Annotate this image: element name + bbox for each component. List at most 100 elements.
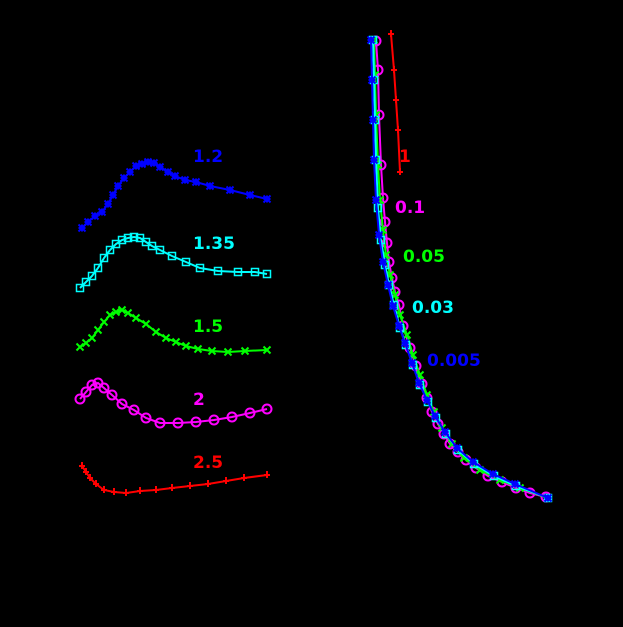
series-1_35: 1.35 [75, 232, 272, 293]
series-label: 2 [193, 390, 205, 410]
asterisk-marker-icon [383, 280, 393, 290]
asterisk-marker-icon [452, 443, 462, 453]
asterisk-marker-icon [468, 457, 478, 467]
series-2_5: 2.5 [79, 453, 270, 496]
tick-marker-icon [87, 474, 93, 481]
square-marker-icon [117, 235, 127, 245]
circle-marker-icon [106, 389, 118, 401]
square-marker-icon [105, 245, 115, 255]
cross-marker-icon [111, 307, 121, 317]
circle-marker-icon [244, 407, 256, 419]
asterisk-marker-icon [97, 207, 107, 217]
series-label: 0.005 [427, 351, 481, 371]
asterisk-marker-icon [108, 190, 118, 200]
square-marker-icon [123, 233, 133, 243]
series-1_2: 1.2 [77, 147, 272, 233]
asterisk-marker-icon [400, 338, 410, 348]
asterisk-marker-icon [103, 199, 113, 209]
asterisk-marker-icon [510, 479, 520, 489]
asterisk-marker-icon [131, 161, 141, 171]
cross-marker-icon [105, 310, 115, 320]
asterisk-marker-icon [191, 177, 201, 187]
circle-marker-icon [116, 398, 128, 410]
series-label: 1.2 [193, 147, 223, 167]
asterisk-marker-icon [367, 75, 377, 85]
asterisk-marker-icon [368, 115, 378, 125]
square-marker-icon [93, 263, 103, 273]
tick-marker-icon [395, 126, 401, 133]
left-panel: 1.2 1.35 1.5 2 2.5 [74, 147, 273, 496]
tick-marker-icon [205, 480, 211, 487]
asterisk-marker-icon [225, 185, 235, 195]
circle-marker-icon [74, 393, 86, 405]
square-marker-icon [167, 251, 177, 261]
asterisk-marker-icon [262, 194, 272, 204]
asterisk-marker-icon [143, 157, 153, 167]
asterisk-marker-icon [371, 195, 381, 205]
square-marker-icon [250, 267, 260, 277]
cross-marker-icon [87, 333, 97, 343]
asterisk-marker-icon [113, 181, 123, 191]
asterisk-marker-icon [137, 159, 147, 169]
tick-marker-icon [393, 96, 399, 103]
cross-marker-icon [171, 337, 181, 347]
cross-marker-icon [240, 346, 250, 356]
circle-marker-icon [208, 414, 220, 426]
cross-marker-icon [99, 317, 109, 327]
square-marker-icon [233, 267, 243, 277]
circle-marker-icon [86, 379, 98, 391]
cross-marker-icon [207, 346, 217, 356]
cross-marker-icon [123, 308, 133, 318]
square-marker-icon [129, 232, 139, 242]
asterisk-marker-icon [414, 378, 424, 388]
square-marker-icon [262, 269, 272, 279]
series-line [79, 381, 268, 424]
series-2: 2 [74, 377, 273, 429]
asterisk-marker-icon [378, 257, 388, 267]
asterisk-marker-icon [245, 190, 255, 200]
circle-marker-icon [172, 417, 184, 429]
asterisk-marker-icon [440, 427, 450, 437]
tick-marker-icon [79, 462, 85, 469]
cross-marker-icon [161, 333, 171, 343]
cross-marker-icon [151, 327, 161, 337]
square-marker-icon [181, 257, 191, 267]
asterisk-marker-icon [90, 211, 100, 221]
series-label: 1.5 [193, 317, 223, 337]
tick-marker-icon [111, 488, 117, 495]
asterisk-marker-icon [430, 411, 440, 421]
tick-marker-icon [187, 482, 193, 489]
asterisk-marker-icon [369, 155, 379, 165]
cross-marker-icon [181, 341, 191, 351]
square-marker-icon [75, 283, 85, 293]
tick-marker-icon [169, 484, 175, 491]
asterisk-marker-icon [119, 173, 129, 183]
cross-marker-icon [75, 342, 85, 352]
circle-marker-icon [80, 386, 92, 398]
tick-marker-icon [241, 474, 247, 481]
series-label: 0.05 [403, 247, 445, 267]
asterisk-marker-icon [125, 167, 135, 177]
asterisk-marker-icon [170, 171, 180, 181]
square-marker-icon [195, 263, 205, 273]
asterisk-marker-icon [374, 230, 384, 240]
series-label: 0.1 [395, 198, 425, 218]
series-0_005: 0.005 [366, 35, 553, 503]
square-marker-icon [147, 241, 157, 251]
square-marker-icon [155, 245, 165, 255]
series-1: 1 [388, 30, 411, 175]
tick-marker-icon [223, 477, 229, 484]
right-panel: 1 0.1 0.05 0.03 0.005 [366, 30, 553, 503]
circle-marker-icon [226, 411, 238, 423]
circle-marker-icon [190, 416, 202, 428]
square-marker-icon [87, 271, 97, 281]
asterisk-marker-icon [149, 158, 159, 168]
circle-marker-icon [140, 412, 152, 424]
asterisk-marker-icon [366, 35, 376, 45]
tick-marker-icon [101, 486, 107, 493]
tick-marker-icon [137, 487, 143, 494]
tick-marker-icon [388, 30, 394, 37]
cross-marker-icon [223, 347, 233, 357]
